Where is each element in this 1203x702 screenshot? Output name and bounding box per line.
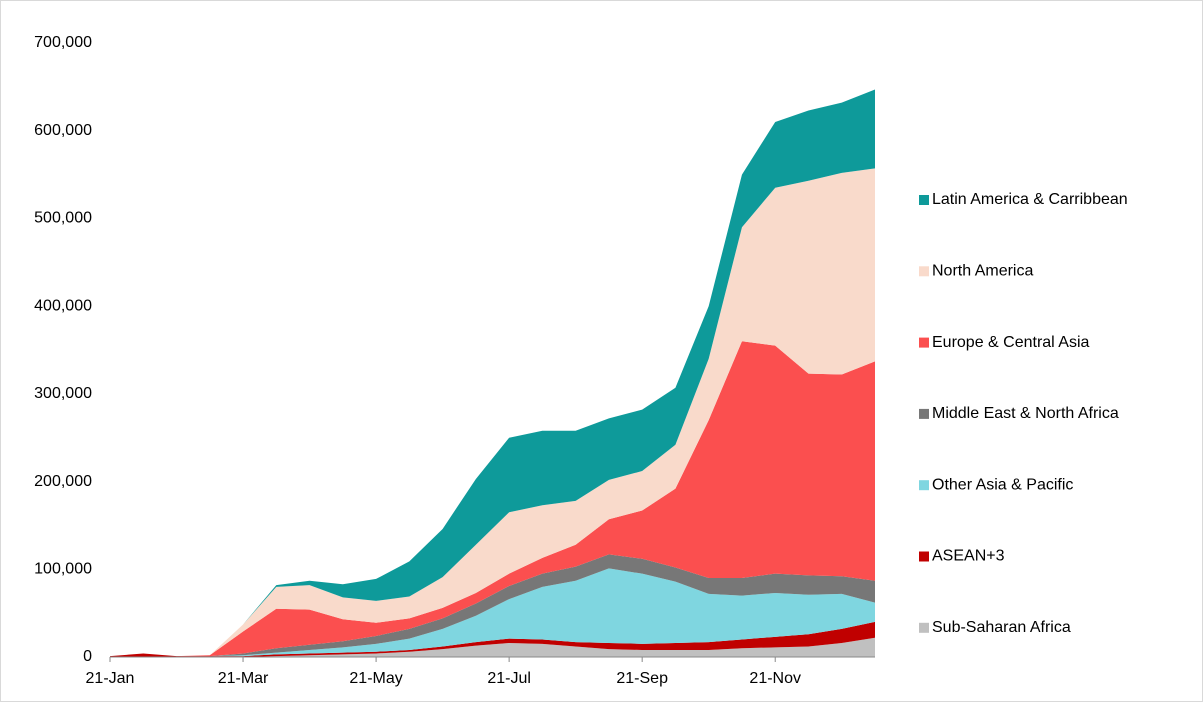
- legend-swatch: [919, 337, 929, 348]
- legend-label: Other Asia & Pacific: [932, 476, 1073, 493]
- legend-swatch: [919, 195, 929, 205]
- y-tick-label: 500,000: [34, 210, 92, 227]
- x-tick-label: 21-Mar: [218, 670, 269, 687]
- y-tick-label: 200,000: [34, 473, 92, 490]
- legend-label: Europe & Central Asia: [932, 334, 1090, 351]
- area: [110, 168, 875, 657]
- area: [110, 89, 875, 657]
- area: [110, 621, 875, 657]
- legend-swatch: [919, 622, 929, 633]
- x-tick-label: 21-Sep: [616, 670, 668, 687]
- legend-swatch: [919, 266, 929, 277]
- y-tick-label: 600,000: [34, 122, 92, 139]
- x-tick-label: 21-Nov: [749, 670, 801, 687]
- legend-label: Middle East & North Africa: [932, 405, 1119, 422]
- y-tick-label: 0: [83, 648, 92, 665]
- y-tick-label: 400,000: [34, 297, 92, 314]
- legend-label: Latin America & Carribbean: [932, 191, 1128, 208]
- area: [110, 568, 875, 657]
- y-tick-label: 700,000: [34, 34, 92, 51]
- x-tick-label: 21-Jan: [86, 670, 135, 687]
- legend-label: North America: [932, 263, 1033, 280]
- x-tick-label: 21-Jul: [487, 670, 531, 687]
- area: [110, 637, 875, 657]
- x-tick-label: 21-May: [349, 670, 402, 687]
- legend-swatch: [919, 480, 929, 491]
- area: [110, 554, 875, 657]
- legend-label: Sub-Saharan Africa: [932, 619, 1071, 636]
- legend-swatch: [919, 408, 929, 419]
- legend-swatch: [919, 551, 929, 562]
- y-tick-label: 100,000: [34, 561, 92, 578]
- y-tick-label: 300,000: [34, 385, 92, 402]
- area: [110, 341, 875, 657]
- legend-label: ASEAN+3: [932, 548, 1005, 565]
